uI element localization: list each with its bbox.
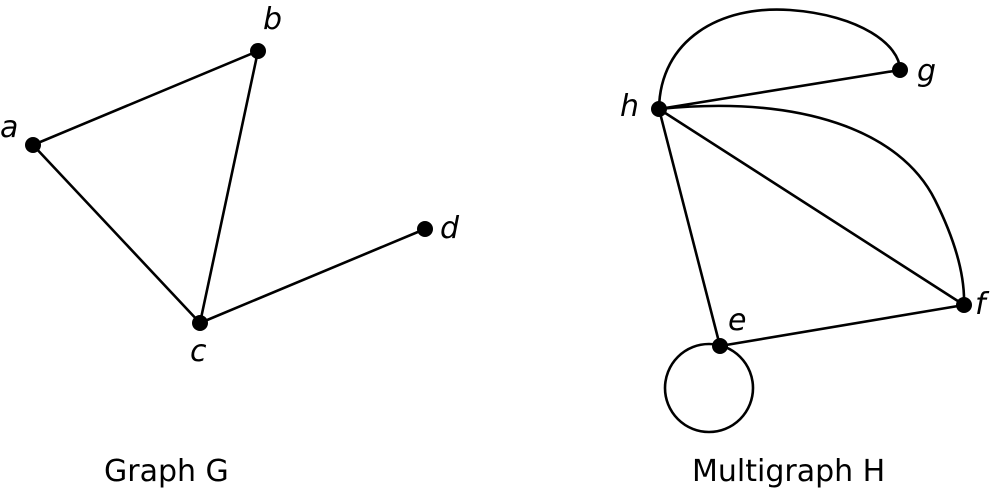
vertex-label-d: d <box>440 211 460 246</box>
vertex-b <box>250 43 266 59</box>
graph-g-edges <box>31 49 427 325</box>
vertex-label-e: e <box>728 303 746 338</box>
vertex-label-g: g <box>917 54 936 89</box>
edge-h-e <box>657 107 722 348</box>
multigraph-h-vertices <box>651 62 972 354</box>
vertex-label-a: a <box>0 110 18 145</box>
edge-e-f <box>718 303 966 348</box>
multigraph-h-edges <box>657 8 966 434</box>
vertex-d <box>417 221 433 237</box>
edge-b-c <box>198 49 260 325</box>
vertex-label-f: f <box>975 287 990 322</box>
edge-h-g-curved <box>657 8 902 111</box>
edge-h-f-straight <box>657 107 966 307</box>
graph-g-vertices <box>25 43 433 331</box>
multigraph-h-caption: Multigraph H <box>692 454 885 489</box>
graph-g-caption: Graph G <box>104 454 229 489</box>
vertex-label-c: c <box>190 334 207 369</box>
vertex-label-b: b <box>263 2 282 37</box>
edge-e-loop <box>663 342 755 434</box>
edge-a-b <box>31 49 260 147</box>
edge-c-d <box>198 227 427 325</box>
vertex-g <box>892 62 908 78</box>
edge-h-f-curved <box>657 104 966 307</box>
vertex-e <box>712 338 728 354</box>
vertex-c <box>192 315 208 331</box>
edge-a-c <box>31 143 202 325</box>
edge-h-g-straight <box>657 68 902 111</box>
vertex-a <box>25 137 41 153</box>
vertex-f <box>956 297 972 313</box>
vertex-label-h: h <box>620 89 639 124</box>
vertex-h <box>651 101 667 117</box>
